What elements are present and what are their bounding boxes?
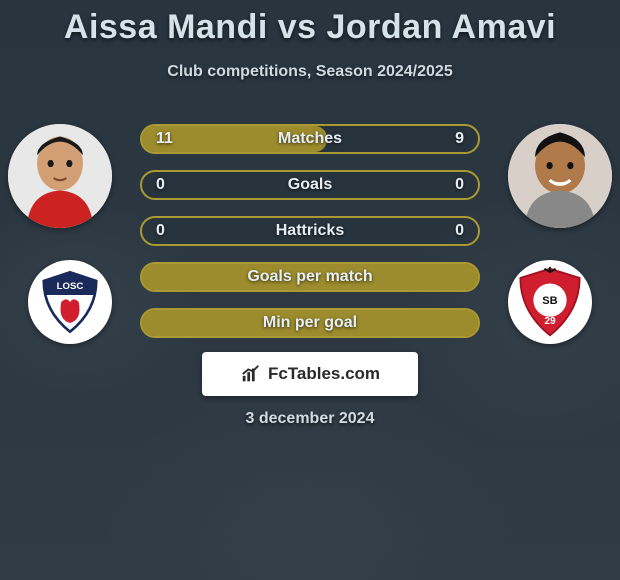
date-text: 3 december 2024: [0, 410, 620, 428]
club-right-badge: SB 29: [508, 260, 592, 344]
chart-icon: [240, 363, 262, 385]
stat-rows: 119Matches 00Goals 00Hattricks Goals per ma…: [140, 124, 480, 354]
page-title: Aissa Mandi vs Jordan Amavi: [0, 0, 620, 47]
avatar-icon: [8, 124, 112, 228]
brand-box: FcTables.com: [202, 352, 418, 396]
stat-label: Goals per match: [142, 264, 478, 290]
avatar-icon: [508, 124, 612, 228]
club-badge-icon: LOSC: [35, 267, 105, 337]
stat-row: Min per goal: [140, 308, 480, 338]
player-left-avatar: [8, 124, 112, 228]
stat-row: 00Goals: [140, 170, 480, 200]
stat-label: Matches: [142, 126, 478, 152]
player-right-avatar: [508, 124, 612, 228]
brand-text: FcTables.com: [268, 364, 380, 384]
svg-text:LOSC: LOSC: [57, 281, 84, 292]
stat-row: 119Matches: [140, 124, 480, 154]
stat-label: Goals: [142, 172, 478, 198]
stat-row: Goals per match: [140, 262, 480, 292]
subtitle: Club competitions, Season 2024/2025: [0, 63, 620, 81]
comparison-card: Aissa Mandi vs Jordan Amavi Club competi…: [0, 0, 620, 580]
svg-text:29: 29: [544, 316, 556, 327]
club-badge-icon: SB 29: [513, 265, 587, 339]
club-left-badge: LOSC: [28, 260, 112, 344]
stat-label: Min per goal: [142, 310, 478, 336]
stat-label: Hattricks: [142, 218, 478, 244]
svg-text:SB: SB: [542, 295, 557, 307]
stat-row: 00Hattricks: [140, 216, 480, 246]
